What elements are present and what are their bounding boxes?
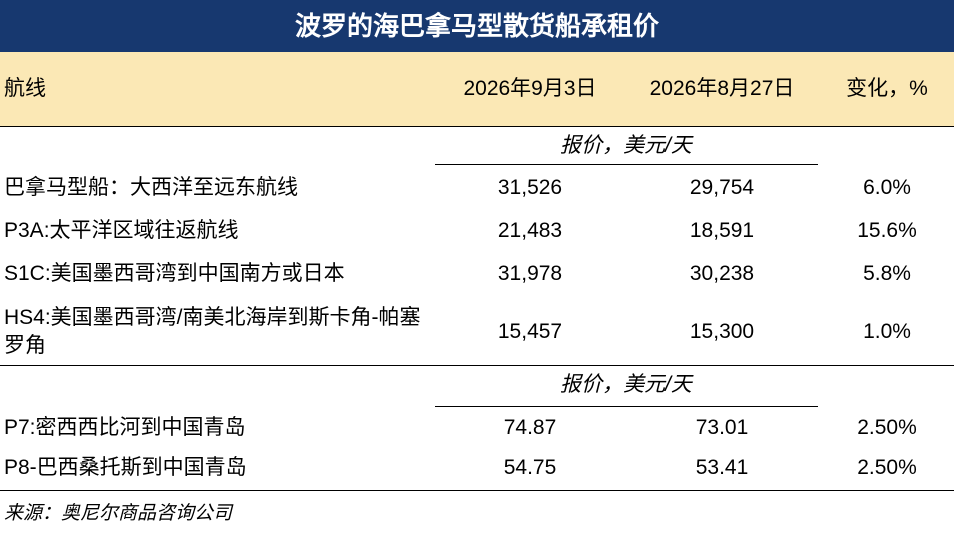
row-value: 53.41: [695, 456, 749, 479]
row-value: 54.75: [503, 456, 557, 479]
rule: [0, 365, 954, 366]
row-label: HS4:美国墨西哥湾/南美北海岸到斯卡角-帕塞罗角: [4, 306, 421, 357]
rule: [0, 126, 954, 127]
row-value: 15.6%: [857, 219, 917, 242]
header-label: 航线: [4, 77, 46, 100]
header-value: 变化，%: [846, 77, 928, 100]
row-value: 6.0%: [863, 176, 911, 199]
row-value: 1.0%: [863, 320, 911, 343]
row-value: 18,591: [689, 219, 755, 242]
row-label: P8-巴西桑托斯到中国青岛: [4, 456, 247, 479]
row-value: 30,238: [689, 262, 755, 285]
row-value: 21,483: [497, 219, 563, 242]
header-value: 2026年8月27日: [649, 77, 795, 100]
row-value: 31,526: [497, 176, 563, 199]
unit-rule: [435, 164, 818, 165]
row-value: 15,300: [689, 320, 755, 343]
row-value: 73.01: [695, 416, 749, 439]
row-label: P3A:太平洋区域往返航线: [4, 219, 239, 242]
row-value: 74.87: [503, 416, 557, 439]
unit-label: 报价，美元/天: [560, 373, 692, 396]
row-value: 2.50%: [857, 416, 917, 439]
unit-label: 报价，美元/天: [560, 134, 692, 157]
row-value: 15,457: [497, 320, 563, 343]
header-value: 2026年9月3日: [463, 77, 597, 100]
row-label: S1C:美国墨西哥湾到中国南方或日本: [4, 262, 345, 285]
rule: [0, 490, 954, 491]
row-value: 5.8%: [863, 262, 911, 285]
row-value: 2.50%: [857, 456, 917, 479]
source: 来源：奥尼尔商品咨询公司: [4, 503, 233, 524]
row-label: P7:密西西比河到中国青岛: [4, 416, 246, 439]
title: 波罗的海巴拿马型散货船承租价: [0, 0, 954, 52]
unit-rule: [435, 406, 818, 407]
row-label: 巴拿马型船：大西洋至远东航线: [4, 176, 298, 199]
row-value: 31,978: [497, 262, 563, 285]
row-value: 29,754: [689, 176, 755, 199]
header-row: [0, 52, 954, 126]
